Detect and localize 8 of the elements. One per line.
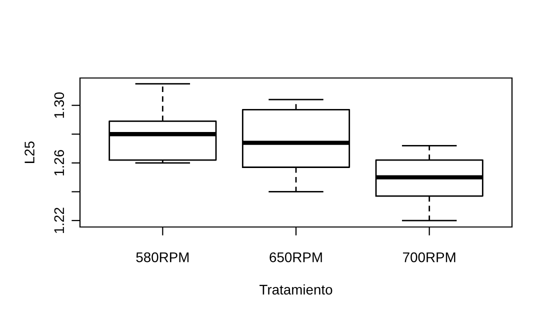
y-axis-title: L25	[24, 141, 34, 163]
y-tick-label: 1.26	[54, 150, 64, 176]
y-tick-label: 1.30	[54, 92, 64, 118]
x-tick-label: 650RPM	[270, 252, 322, 262]
x-axis-title: Tratamiento	[260, 284, 332, 295]
x-tick-label: 580RPM	[136, 252, 189, 262]
x-tick-label: 700RPM	[403, 252, 456, 262]
y-tick-label: 1.22	[54, 208, 64, 233]
